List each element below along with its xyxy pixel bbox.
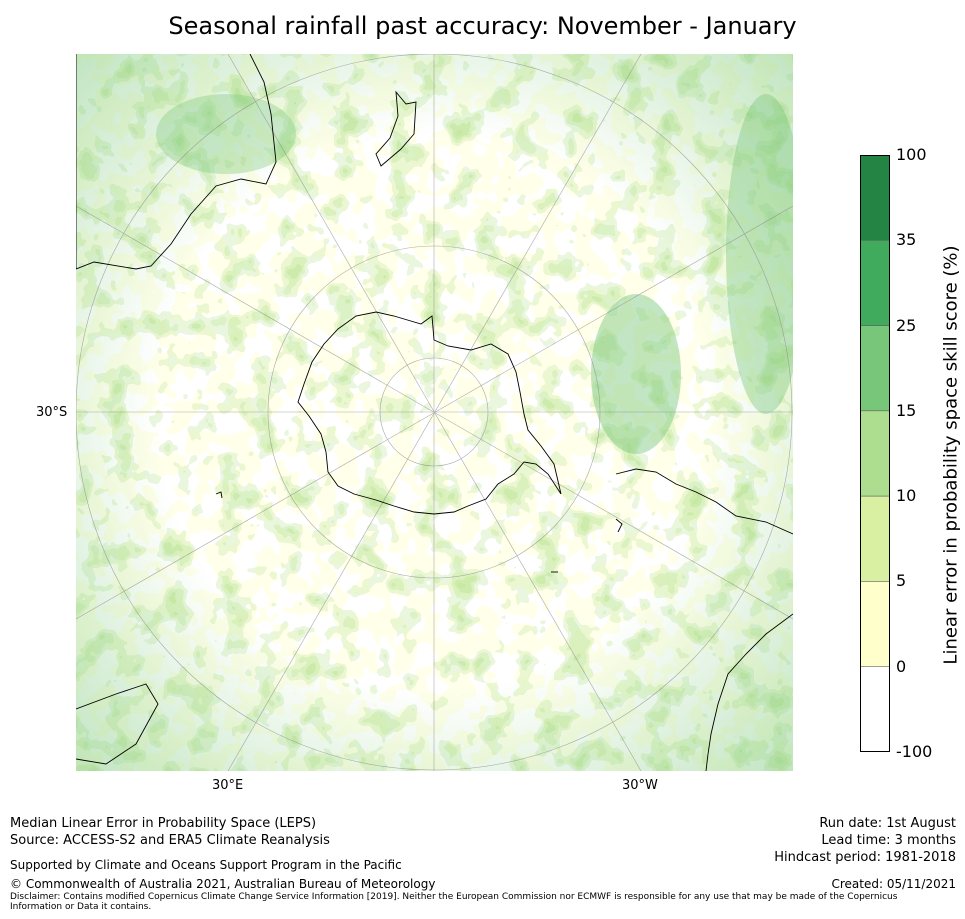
graticule bbox=[76, 54, 793, 771]
colorbar-tick-label: 100 bbox=[896, 145, 927, 164]
footer-copyright: © Commonwealth of Australia 2021, Austra… bbox=[10, 877, 436, 891]
footer-left: Median Linear Error in Probability Space… bbox=[10, 815, 330, 849]
colorbar-tick-label: 35 bbox=[896, 230, 917, 250]
footer-run-date: Run date: 1st August bbox=[819, 816, 956, 831]
footer-lead-time: Lead time: 3 months bbox=[821, 833, 956, 848]
antarctica-coast bbox=[297, 311, 562, 515]
longitude-label-east: 30°E bbox=[212, 778, 244, 793]
south-america-coast bbox=[615, 468, 793, 535]
australia-coast bbox=[76, 54, 277, 270]
island-coast bbox=[615, 518, 623, 533]
footer-created: Created: 05/11/2021 bbox=[831, 877, 956, 891]
colorbar-segment bbox=[860, 581, 890, 667]
colorbar-tick-label: -100 bbox=[896, 742, 933, 761]
colorbar-segment bbox=[860, 240, 890, 326]
latitude-label: 30°S bbox=[36, 405, 68, 420]
colorbar-segment bbox=[860, 325, 890, 412]
footer-right: Run date: 1st August Lead time: 3 months… bbox=[774, 815, 956, 866]
colorbar-tick-label: 15 bbox=[896, 400, 917, 420]
colorbar-tick-label: 0 bbox=[896, 656, 907, 676]
africa-coast bbox=[705, 613, 793, 771]
colorbar-segment bbox=[860, 666, 890, 752]
footer-disclaimer: Disclaimer: Contains modified Copernicus… bbox=[10, 892, 898, 912]
colorbar-segment bbox=[860, 155, 890, 241]
island-coast bbox=[215, 491, 223, 499]
footer-hindcast: Hindcast period: 1981-2018 bbox=[774, 850, 956, 865]
colorbar-tick-label: 5 bbox=[896, 571, 907, 591]
colorbar bbox=[860, 155, 890, 752]
footer-method: Median Linear Error in Probability Space… bbox=[10, 816, 317, 831]
footer-support: Supported by Climate and Oceans Support … bbox=[10, 858, 402, 872]
footer-source: Source: ACCESS-S2 and ERA5 Climate Reana… bbox=[10, 833, 330, 848]
southern-africa-coast bbox=[76, 683, 159, 765]
colorbar-tick-label: 10 bbox=[896, 486, 917, 506]
coastlines bbox=[76, 54, 793, 771]
colorbar-segment bbox=[860, 410, 890, 497]
colorbar-label: Linear error in probability space skill … bbox=[940, 245, 962, 665]
new-zealand-coast bbox=[375, 90, 417, 167]
colorbar-frame bbox=[860, 155, 890, 752]
meridian-line bbox=[76, 205, 793, 620]
polar-map bbox=[76, 54, 793, 771]
longitude-label-west: 30°W bbox=[622, 778, 658, 793]
colorbar-segment bbox=[860, 495, 890, 582]
map-title: Seasonal rainfall past accuracy: Novembe… bbox=[168, 12, 797, 40]
colorbar-tick-label: 25 bbox=[896, 315, 917, 335]
